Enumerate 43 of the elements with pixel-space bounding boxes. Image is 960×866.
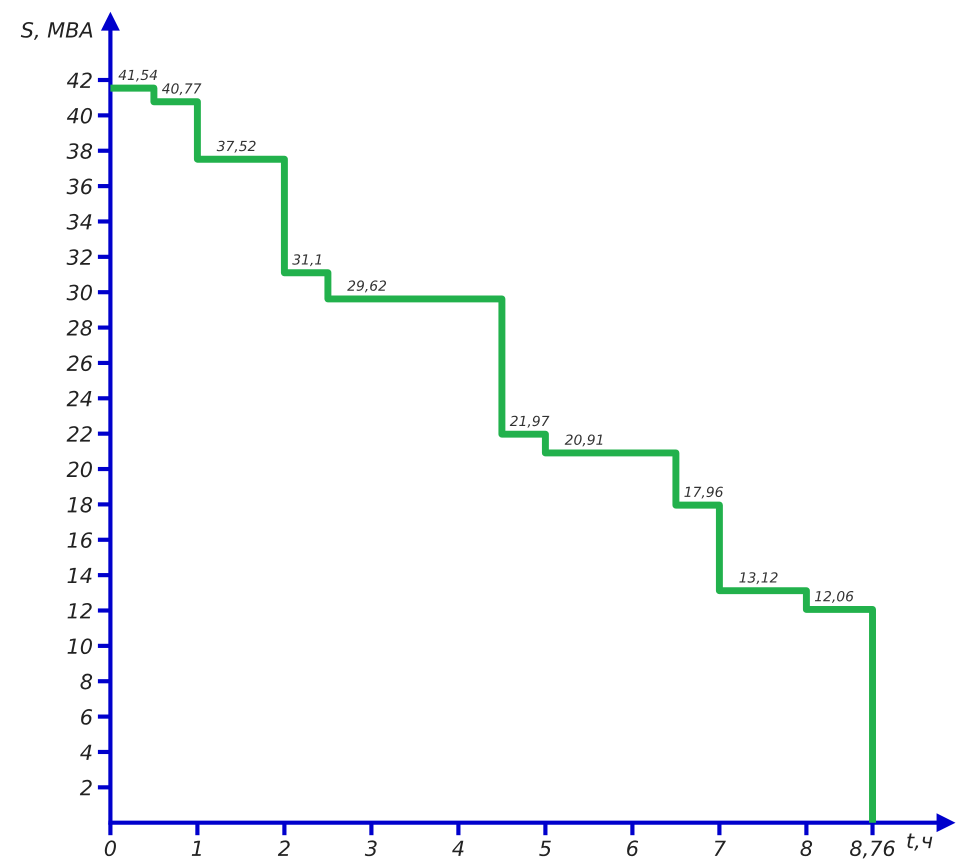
data-label: 41,54 bbox=[118, 70, 157, 82]
data-label: 29,62 bbox=[347, 280, 386, 292]
y-tick-label: 4 bbox=[80, 744, 92, 760]
data-label: 37,52 bbox=[216, 140, 256, 153]
y-tick-label: 12 bbox=[68, 602, 92, 618]
x-tick-label: 2 bbox=[278, 840, 290, 856]
y-tick-label: 26 bbox=[66, 355, 92, 372]
x-tick-label: 5 bbox=[539, 840, 551, 856]
y-tick-label: 6 bbox=[81, 709, 92, 725]
data-label: 31,1 bbox=[292, 254, 322, 266]
x-tick-label: 7 bbox=[714, 840, 726, 856]
y-tick-label: 38 bbox=[66, 143, 92, 159]
x-tick-label: 8,76 bbox=[850, 840, 895, 858]
data-label: 12,06 bbox=[814, 590, 854, 603]
data-label: 13,12 bbox=[739, 572, 778, 584]
y-tick-label: 10 bbox=[68, 638, 92, 654]
x-tick-label: 8 bbox=[800, 840, 812, 856]
y-tick-label: 18 bbox=[68, 496, 92, 513]
data-label: 20,91 bbox=[564, 434, 602, 446]
y-tick-label: 2 bbox=[80, 780, 92, 796]
x-tick-label: 0 bbox=[104, 840, 116, 856]
x-tick-label: 6 bbox=[627, 840, 638, 856]
y-tick-label: 40 bbox=[66, 108, 92, 124]
x-tick-label: 3 bbox=[364, 840, 377, 856]
y-tick-label: 34 bbox=[66, 214, 92, 230]
y-tick-label: 8 bbox=[80, 674, 92, 690]
y-tick-label: 30 bbox=[66, 284, 92, 300]
y-tick-label: 22 bbox=[66, 426, 92, 442]
y-tick-label: 36 bbox=[66, 178, 92, 194]
y-tick-label: 42 bbox=[66, 72, 92, 88]
y-tick-label: 14 bbox=[68, 568, 92, 584]
y-axis-title: S, MBA bbox=[20, 22, 92, 40]
y-tick-label: 24 bbox=[66, 390, 92, 406]
data-label: 40,77 bbox=[162, 83, 202, 96]
y-tick-label: 28 bbox=[66, 320, 92, 336]
data-label: 17,96 bbox=[684, 486, 723, 499]
y-tick-label: 20 bbox=[66, 461, 92, 478]
y-tick-label: 16 bbox=[68, 532, 92, 548]
x-axis-title: t,ч bbox=[907, 834, 932, 851]
x-tick-label: 4 bbox=[452, 840, 464, 856]
x-tick-label: 1 bbox=[192, 840, 201, 856]
y-tick-label: 32 bbox=[66, 249, 92, 266]
data-label: 21,97 bbox=[510, 416, 550, 428]
